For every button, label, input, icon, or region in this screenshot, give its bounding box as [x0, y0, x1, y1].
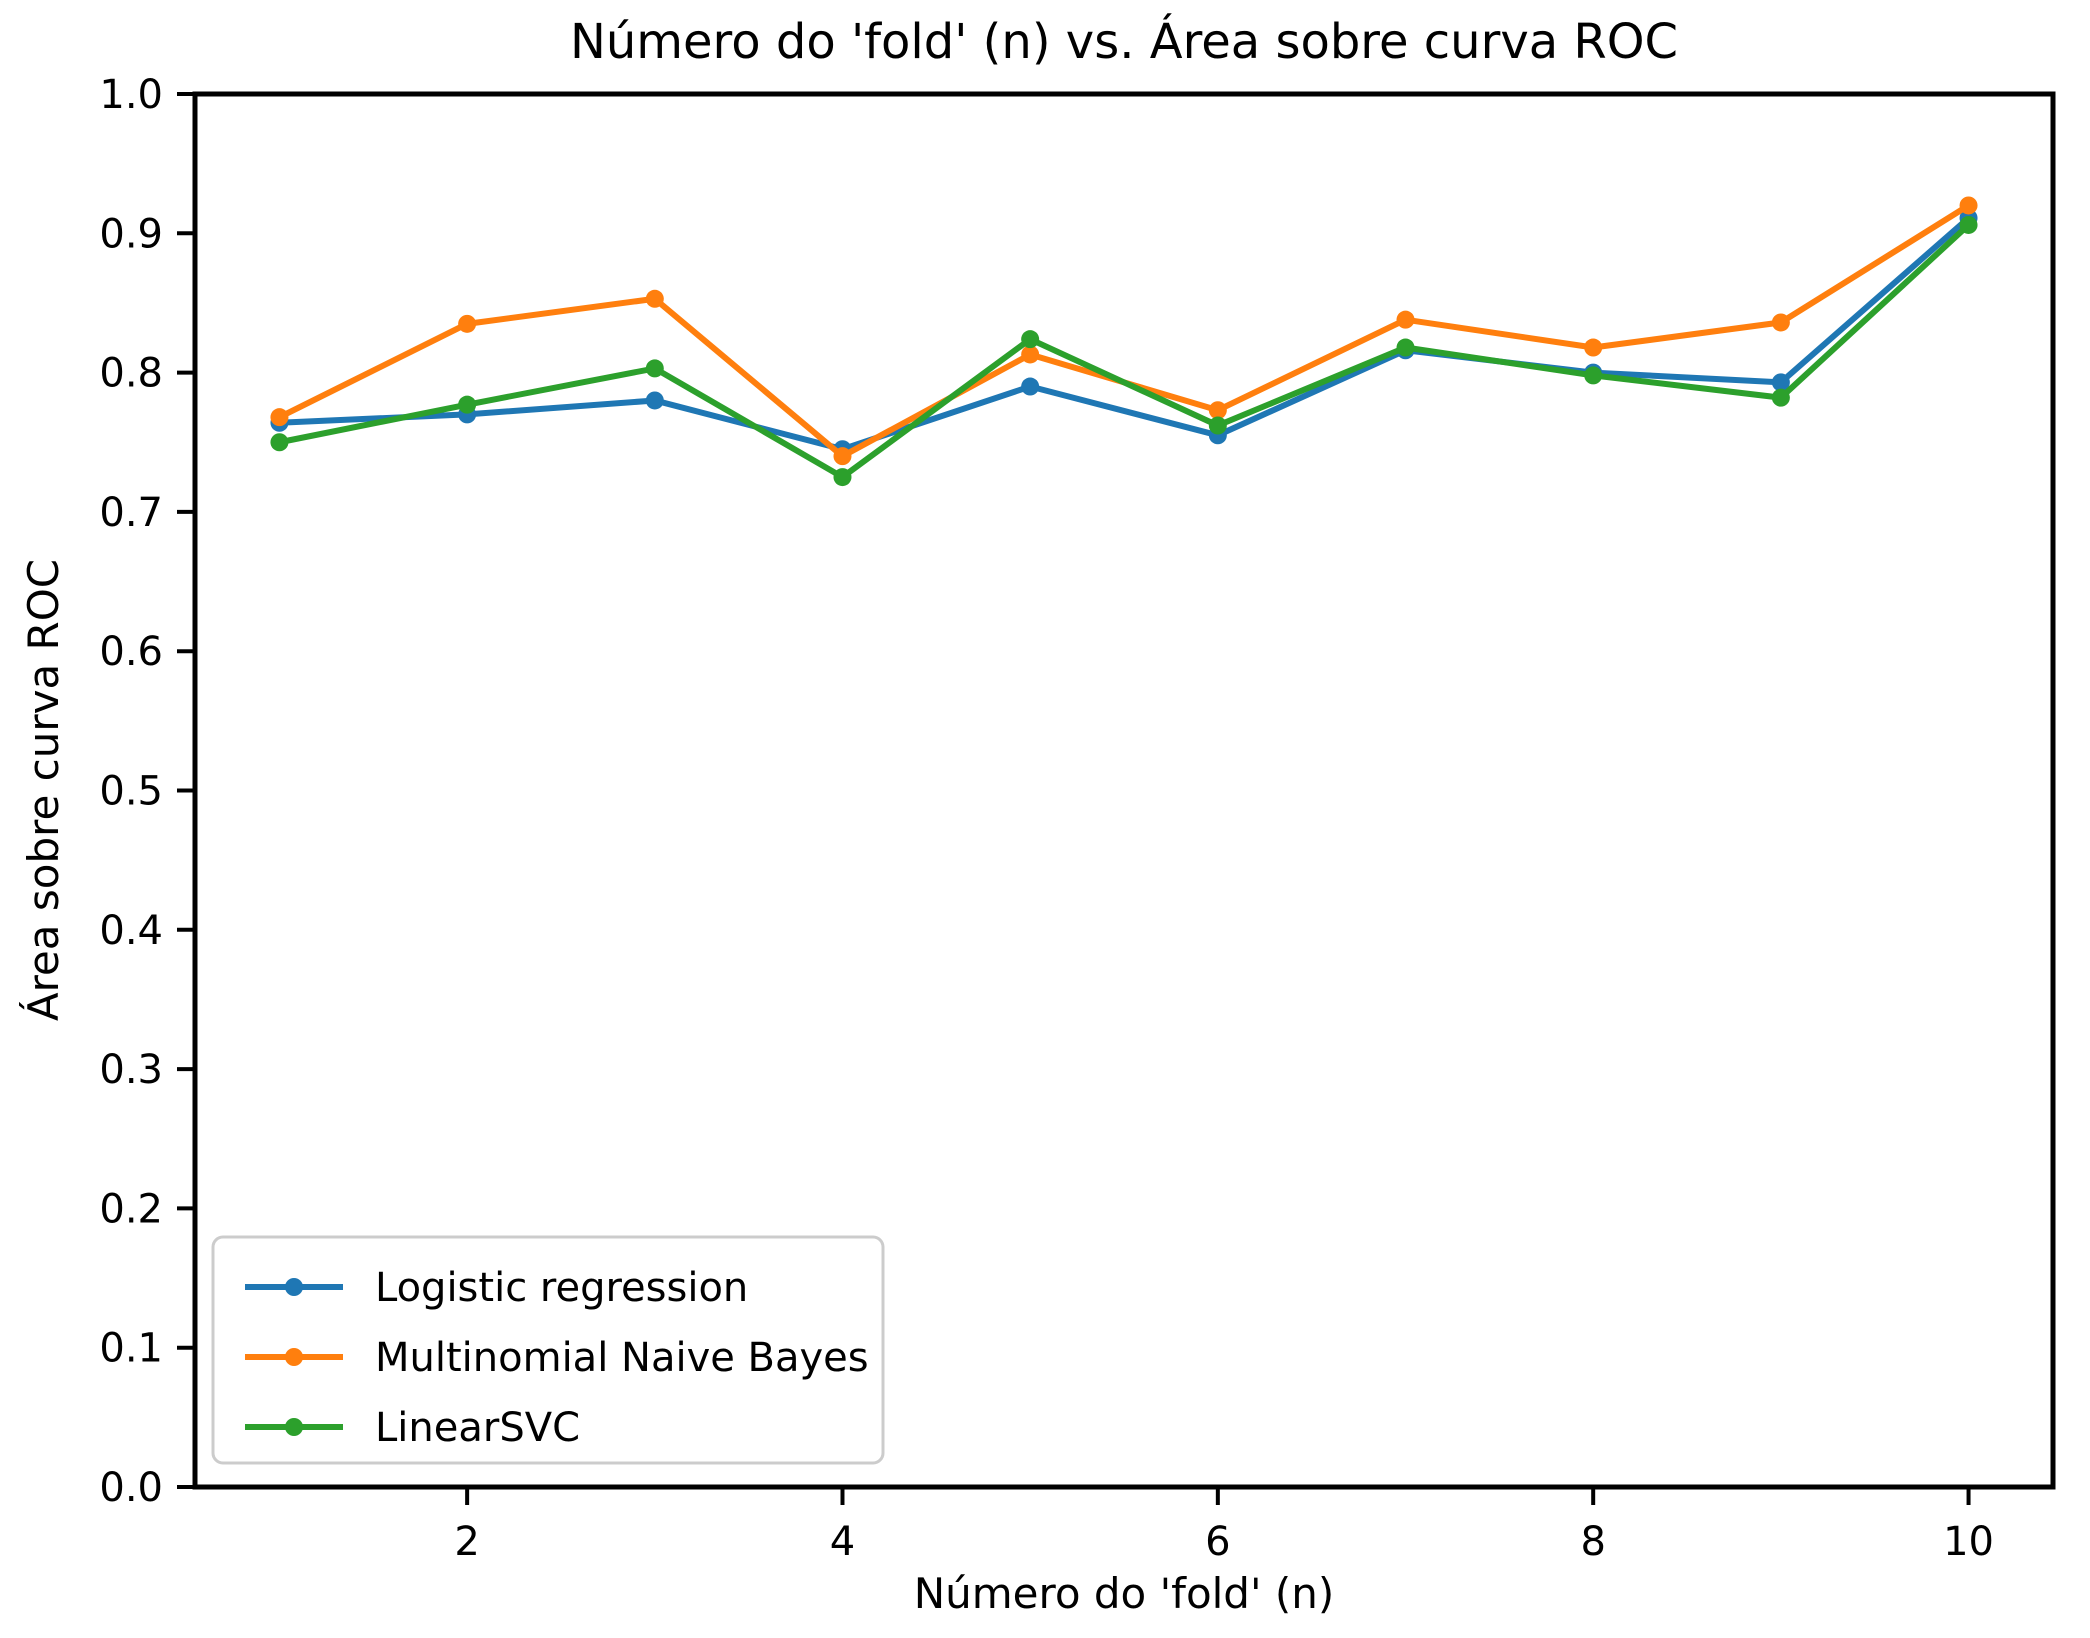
y-tick-label: 1.0 [99, 72, 163, 118]
legend-marker-icon [285, 1348, 303, 1366]
x-tick-label: 4 [830, 1519, 855, 1565]
data-point-marker [1959, 215, 1978, 234]
data-point-marker [1021, 377, 1040, 396]
data-point-marker [1396, 310, 1415, 329]
legend-box [211, 1235, 885, 1465]
data-point-marker [1396, 338, 1415, 357]
y-tick-label: 0.0 [99, 1465, 163, 1511]
x-tick-label: 6 [1205, 1519, 1230, 1565]
y-tick-label: 0.2 [99, 1186, 163, 1232]
data-point-marker [1021, 330, 1040, 349]
series-line [276, 214, 1972, 453]
y-tick-label: 0.5 [99, 769, 163, 815]
legend-item-label: LinearSVC [375, 1405, 580, 1451]
legend-item-label: Multinomial Naive Bayes [375, 1335, 869, 1381]
x-tick-label: 8 [1580, 1519, 1605, 1565]
data-point-marker [1584, 366, 1603, 385]
data-point-marker [1021, 345, 1040, 364]
legend-item: LinearSVC [245, 1405, 580, 1451]
legend-item: Multinomial Naive Bayes [245, 1335, 869, 1381]
data-series-layer [270, 196, 1978, 487]
data-point-marker [458, 395, 477, 414]
x-tick-label: 2 [454, 1519, 479, 1565]
data-point-marker [458, 314, 477, 333]
data-point-marker [1584, 338, 1603, 357]
legend-item-label: Logistic regression [375, 1265, 748, 1311]
chart-title: Número do 'fold' (n) vs. Área sobre curv… [570, 13, 1678, 70]
x-tick-label: 10 [1943, 1519, 1994, 1565]
y-tick-label: 0.6 [99, 629, 163, 675]
legend-marker-icon [285, 1278, 303, 1296]
y-tick-label: 0.8 [99, 351, 163, 397]
axis-ticks-layer: 0.0 0.1 0.2 0.3 0.4 0.5 0.6 0.7 0.8 0.9 1.0 2 4 6 8 10 [99, 72, 1994, 1565]
data-point-marker [270, 433, 289, 452]
series-line [276, 221, 1972, 481]
data-point-marker [1208, 416, 1227, 435]
y-axis-label: Área sobre curva ROC [18, 559, 68, 1021]
data-point-marker [1771, 373, 1790, 392]
x-axis-label: Número do 'fold' (n) [914, 1569, 1335, 1618]
data-point-marker [833, 447, 852, 466]
data-point-marker [833, 468, 852, 487]
data-point-marker [645, 359, 664, 378]
legend: Logistic regression Multinomial Naive Bay… [211, 1235, 885, 1465]
y-tick-label: 0.9 [99, 211, 163, 257]
y-tick-label: 0.3 [99, 1047, 163, 1093]
data-point-marker [270, 408, 289, 427]
legend-marker-icon [285, 1418, 303, 1436]
y-tick-label: 0.1 [99, 1326, 163, 1372]
y-tick-label: 0.7 [99, 490, 163, 536]
legend-item: Logistic regression [245, 1265, 748, 1311]
data-point-marker [645, 391, 664, 410]
data-point-marker [1771, 313, 1790, 332]
data-point-marker [645, 289, 664, 308]
y-tick-label: 0.4 [99, 908, 163, 954]
data-point-marker [1771, 388, 1790, 407]
data-point-marker [1959, 196, 1978, 215]
data-point-marker [1208, 401, 1227, 420]
